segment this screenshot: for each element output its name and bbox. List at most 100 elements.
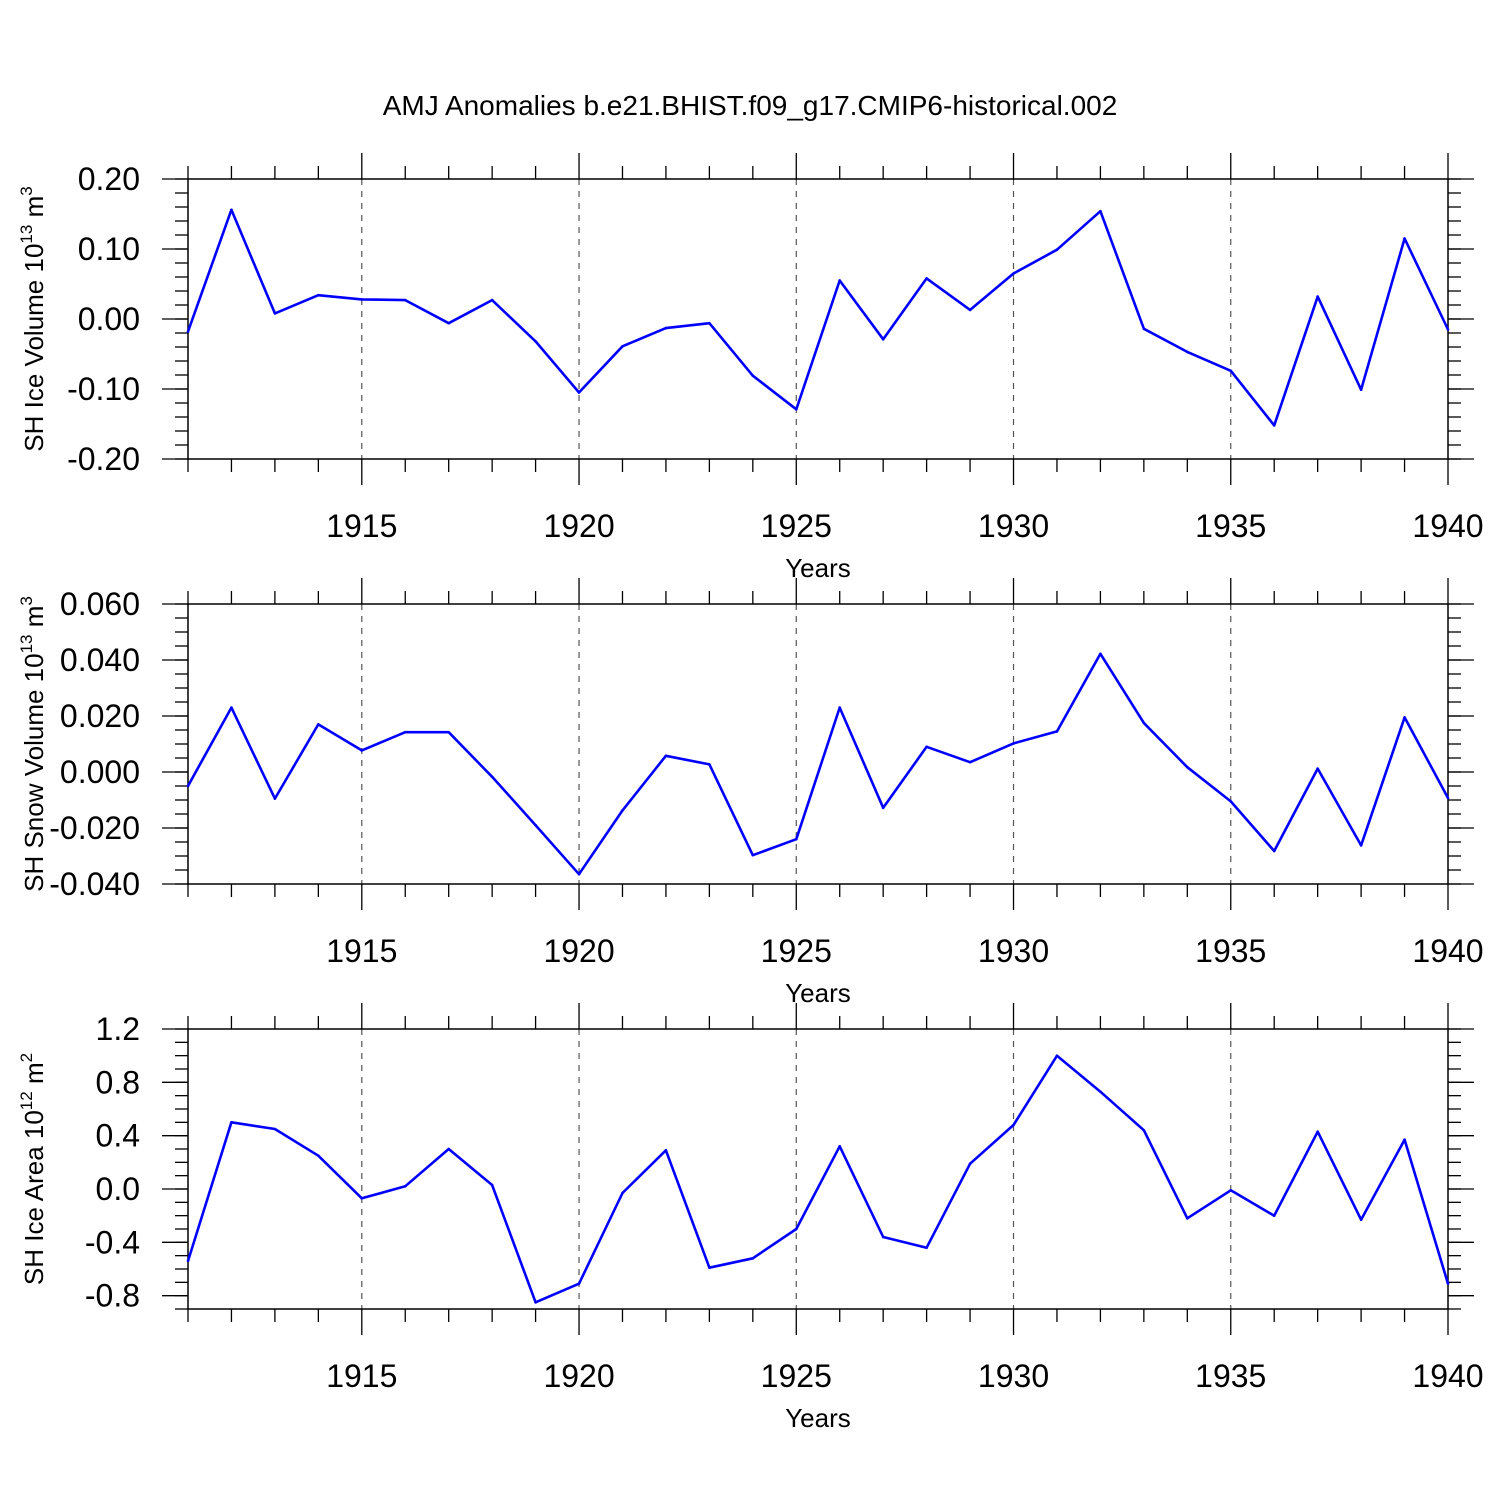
- y-axis-label-superscript: 12: [17, 1091, 36, 1110]
- x-tick-label: 1915: [326, 1358, 397, 1394]
- y-axis-label: SH Ice Area 1012 m2: [17, 1053, 49, 1285]
- data-point: [925, 745, 928, 749]
- panel-ice-volume: 0.20 0.10 0.00 -0.10 -0.20 1915 1920 1925 1930 19…: [17, 153, 1484, 583]
- x-tick-label: 1940: [1412, 933, 1483, 969]
- y-tick-label: 0.040: [60, 642, 140, 678]
- data-point: [490, 1183, 494, 1187]
- data-point: [1186, 765, 1189, 769]
- data-point: [230, 208, 233, 212]
- data-point: [534, 823, 537, 827]
- data-point: [317, 293, 320, 297]
- data-point: [751, 374, 755, 378]
- x-tick-label: 1925: [761, 933, 832, 969]
- y-axis-label-superscript: 13: [17, 225, 36, 244]
- y-tick-label: -0.4: [85, 1224, 140, 1260]
- data-point: [577, 1282, 581, 1285]
- data-point: [794, 408, 798, 411]
- data-point: [1186, 1217, 1189, 1220]
- y-axis-label-part: m: [19, 606, 49, 635]
- data-point: [1012, 742, 1015, 745]
- y-tick-label: -0.10: [67, 371, 140, 407]
- y-axis-label-part: m: [19, 196, 49, 225]
- y-axis-label-superscript: 3: [17, 596, 36, 605]
- x-tick-label: 1935: [1195, 933, 1266, 969]
- data-point: [403, 298, 407, 302]
- data-point: [1403, 1138, 1406, 1141]
- data-point: [1186, 350, 1189, 354]
- data-point: [577, 872, 581, 876]
- series-line-ice-area: [186, 1054, 1450, 1304]
- x-axis-label: Years: [785, 553, 851, 583]
- series-line-ice-volume: [186, 208, 1450, 427]
- data-point: [1272, 424, 1276, 427]
- y-tick-label: 0.000: [60, 754, 140, 790]
- data-point: [577, 391, 581, 394]
- data-point: [1055, 730, 1059, 733]
- data-point: [1359, 844, 1363, 847]
- data-point: [403, 730, 407, 734]
- data-point: [186, 784, 190, 788]
- x-axis-label: Years: [785, 1403, 851, 1433]
- data-point: [1446, 1282, 1450, 1285]
- data-point: [881, 338, 885, 341]
- data-point: [1142, 327, 1146, 331]
- y-tick-label: 0.10: [78, 231, 140, 267]
- y-tick-label: -0.040: [49, 866, 140, 902]
- data-point: [1359, 1218, 1363, 1221]
- x-tick-label: 1915: [326, 933, 397, 969]
- y-tick-label: -0.20: [67, 441, 140, 477]
- chart-title: AMJ Anomalies b.e21.BHIST.f09_g17.CMIP6-…: [383, 90, 1118, 121]
- x-tick-label: 1920: [543, 1358, 614, 1394]
- y-axis-label-superscript: 13: [17, 634, 36, 653]
- data-point: [1446, 328, 1450, 331]
- data-point: [664, 326, 668, 330]
- data-point: [621, 809, 624, 812]
- x-tick-label: 1930: [978, 508, 1049, 544]
- plot-frame: [187, 603, 1449, 885]
- y-tick-label: 0.020: [60, 698, 140, 734]
- data-point: [1229, 369, 1233, 373]
- data-point: [447, 730, 450, 734]
- data-point: [1316, 295, 1319, 298]
- y-tick-label: -0.020: [49, 810, 140, 846]
- data-point: [925, 277, 928, 280]
- y-tick-label: 0.00: [78, 301, 140, 337]
- data-point: [1316, 767, 1319, 770]
- data-point: [534, 1301, 537, 1304]
- y-tick-label: 0.060: [60, 586, 140, 622]
- data-point: [1272, 1214, 1276, 1217]
- y-axis-label-part: SH Ice Volume 10: [19, 244, 49, 452]
- panel-snow-volume: 0.060 0.040 0.020 0.000 -0.020 -0.040 1915 1920…: [17, 578, 1484, 1008]
- x-tick-label: 1935: [1195, 1358, 1266, 1394]
- data-point: [838, 279, 842, 282]
- data-point: [1403, 237, 1406, 240]
- panel-ice-area: 1.2 0.8 0.4 0.0 -0.4 -0.8 1915 1920 1925 1930 1935…: [17, 1003, 1484, 1433]
- panels: 0.20 0.10 0.00 -0.10 -0.20 1915 1920 1925 1930 19…: [17, 153, 1484, 1433]
- y-axis-label-part: m: [19, 1062, 49, 1091]
- y-tick-label: 0.20: [78, 161, 140, 197]
- data-point: [664, 754, 668, 758]
- data-point: [1446, 796, 1450, 800]
- data-point: [1229, 800, 1233, 803]
- y-axis-label-part: SH Snow Volume 10: [19, 653, 49, 891]
- data-point: [186, 330, 190, 333]
- data-point: [881, 1235, 885, 1239]
- data-point: [708, 763, 711, 766]
- data-point: [881, 806, 885, 810]
- data-point: [273, 312, 277, 315]
- plot-frame: [187, 178, 1449, 460]
- x-tick-label: 1930: [978, 933, 1049, 969]
- data-point: [360, 298, 364, 301]
- y-axis-label-part: SH Ice Area 10: [19, 1110, 49, 1285]
- data-point: [1099, 1090, 1102, 1093]
- data-point: [1316, 1130, 1319, 1133]
- data-point: [1055, 248, 1059, 251]
- data-point: [490, 298, 494, 302]
- data-point: [1099, 209, 1102, 213]
- x-axis-label: Years: [785, 978, 851, 1008]
- y-axis-label: SH Ice Volume 1013 m3: [17, 186, 49, 451]
- data-point: [1403, 716, 1406, 719]
- data-point: [621, 345, 624, 348]
- data-point: [534, 340, 537, 343]
